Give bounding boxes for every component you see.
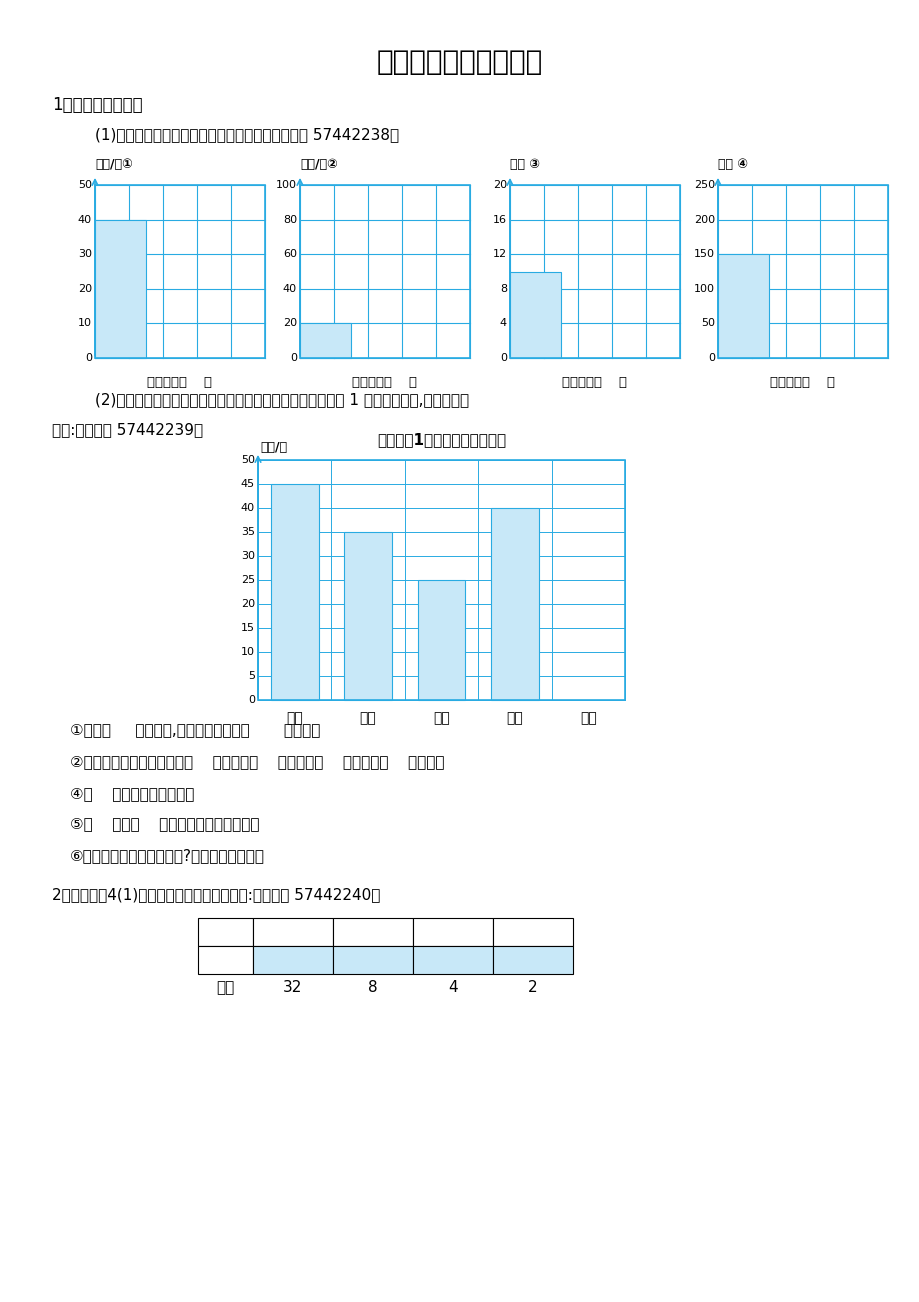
Text: 32: 32 bbox=[283, 980, 302, 996]
Text: 0: 0 bbox=[708, 353, 714, 363]
Text: 16: 16 bbox=[493, 215, 506, 225]
Text: (1)填出下列条形统计图中每格表示多少。（导学号 57442238）: (1)填出下列条形统计图中每格表示多少。（导学号 57442238） bbox=[95, 128, 399, 142]
Text: ⑥你还能提出什么数学问题?提出问题并解答。: ⑥你还能提出什么数学问题?提出问题并解答。 bbox=[70, 849, 265, 863]
Text: 10: 10 bbox=[78, 319, 92, 328]
Text: (2)平平、明明、灵灵、苗苗是一个小组的同学。现在在进行 1 分钟口算比赛,从图上可以: (2)平平、明明、灵灵、苗苗是一个小组的同学。现在在进行 1 分钟口算比赛,从图… bbox=[95, 392, 469, 408]
Bar bbox=[333, 918, 413, 947]
Text: 平平: 平平 bbox=[286, 711, 302, 725]
Text: 学生: 学生 bbox=[579, 711, 596, 725]
Text: 45: 45 bbox=[241, 479, 255, 490]
Text: 质量/吞①: 质量/吞① bbox=[95, 158, 132, 171]
Text: 150: 150 bbox=[693, 249, 714, 259]
Bar bbox=[509, 185, 679, 358]
Text: 10: 10 bbox=[241, 647, 255, 658]
Text: 2．实验小学4(1)班学生视力情况统计如下表:（导学号 57442240）: 2．实验小学4(1)班学生视力情况统计如下表:（导学号 57442240） bbox=[52, 888, 380, 902]
Text: 第七单元测试卷（二）: 第七单元测试卷（二） bbox=[377, 48, 542, 76]
Text: 4: 4 bbox=[448, 980, 458, 996]
Text: 4.2 以下: 4.2 以下 bbox=[509, 953, 556, 967]
Text: 每格表示（    ）: 每格表示（ ） bbox=[770, 375, 834, 388]
Text: 100: 100 bbox=[276, 180, 297, 190]
Text: 1．看图回答问题。: 1．看图回答问题。 bbox=[52, 96, 142, 115]
Bar bbox=[333, 947, 413, 974]
Text: 人数 ③: 人数 ③ bbox=[509, 158, 539, 171]
Text: 8: 8 bbox=[368, 980, 378, 996]
Text: 40: 40 bbox=[282, 284, 297, 294]
Text: 灵灵: 灵灵 bbox=[433, 711, 449, 725]
Bar bbox=[253, 918, 333, 947]
Text: 15: 15 bbox=[241, 622, 255, 633]
Text: 数量/个②: 数量/个② bbox=[300, 158, 337, 171]
Text: 250: 250 bbox=[693, 180, 714, 190]
Text: 5.0 以上: 5.0 以上 bbox=[269, 953, 316, 967]
Text: 5: 5 bbox=[248, 671, 255, 681]
Text: 4.9~4.7: 4.9~4.7 bbox=[342, 953, 403, 967]
Text: 20: 20 bbox=[78, 284, 92, 294]
Text: ⑤（    ）与（    ）的口算速度比较接近。: ⑤（ ）与（ ）的口算速度比较接近。 bbox=[70, 816, 259, 832]
Text: 20: 20 bbox=[282, 319, 297, 328]
Text: 明明: 明明 bbox=[359, 711, 376, 725]
Text: 苗苗: 苗苗 bbox=[506, 711, 523, 725]
Bar bbox=[95, 185, 265, 358]
Text: 20: 20 bbox=[241, 599, 255, 609]
Text: 人数: 人数 bbox=[216, 980, 234, 996]
Text: 200: 200 bbox=[693, 215, 714, 225]
Text: 每格表示（    ）: 每格表示（ ） bbox=[147, 375, 212, 388]
Text: 视力: 视力 bbox=[216, 953, 234, 967]
Bar bbox=[509, 272, 561, 358]
Text: 看出:（导学号 57442239）: 看出:（导学号 57442239） bbox=[52, 423, 203, 437]
Text: 0: 0 bbox=[499, 353, 506, 363]
Text: 数量/道: 数量/道 bbox=[260, 441, 287, 454]
Bar bbox=[257, 460, 624, 700]
Text: 60: 60 bbox=[283, 249, 297, 259]
Bar bbox=[717, 185, 887, 358]
Text: 25: 25 bbox=[241, 575, 255, 585]
Text: 30: 30 bbox=[78, 249, 92, 259]
Text: 30: 30 bbox=[241, 551, 255, 561]
Text: 每格表示（    ）: 每格表示（ ） bbox=[352, 375, 417, 388]
Text: 50: 50 bbox=[241, 454, 255, 465]
Text: 20: 20 bbox=[493, 180, 506, 190]
Bar bbox=[300, 323, 351, 358]
Text: 每格表示（    ）: 每格表示（ ） bbox=[562, 375, 627, 388]
Text: 80: 80 bbox=[282, 215, 297, 225]
Text: 40: 40 bbox=[78, 215, 92, 225]
Bar bbox=[198, 947, 253, 974]
Text: 辆数 ④: 辆数 ④ bbox=[717, 158, 747, 171]
Bar bbox=[717, 254, 768, 358]
Text: 50: 50 bbox=[78, 180, 92, 190]
Text: 4: 4 bbox=[499, 319, 506, 328]
Bar bbox=[491, 508, 539, 700]
Text: 100: 100 bbox=[693, 284, 714, 294]
Text: 8: 8 bbox=[499, 284, 506, 294]
Text: ①这是（     ）统计图,纵轴上每格代表（       ）道题。: ①这是（ ）统计图,纵轴上每格代表（ ）道题。 bbox=[70, 723, 320, 737]
Text: ②他们的成绩分别是答对了（    ）道题、（    ）道题、（    ）道题、（    ）道题。: ②他们的成绩分别是答对了（ ）道题、（ ）道题、（ ）道题、（ ）道题。 bbox=[70, 754, 444, 769]
Text: 2: 2 bbox=[528, 980, 538, 996]
Text: 40: 40 bbox=[241, 503, 255, 513]
Text: 50: 50 bbox=[700, 319, 714, 328]
Bar bbox=[493, 918, 573, 947]
Bar bbox=[253, 947, 333, 974]
Text: 0: 0 bbox=[248, 695, 255, 704]
Text: 四名同学1分钟口算比赛统计图: 四名同学1分钟口算比赛统计图 bbox=[377, 432, 505, 448]
Text: 35: 35 bbox=[241, 527, 255, 536]
Bar bbox=[413, 918, 493, 947]
Bar bbox=[300, 185, 470, 358]
Bar bbox=[270, 484, 318, 700]
Bar bbox=[95, 220, 146, 358]
Bar bbox=[493, 947, 573, 974]
Text: 12: 12 bbox=[493, 249, 506, 259]
Bar bbox=[198, 918, 253, 947]
Bar bbox=[413, 947, 493, 974]
Text: 4.6~4.3: 4.6~4.3 bbox=[422, 953, 483, 967]
Text: 0: 0 bbox=[289, 353, 297, 363]
Bar bbox=[344, 533, 391, 700]
Text: ④（    ）的口算速度最快。: ④（ ）的口算速度最快。 bbox=[70, 786, 194, 802]
Text: 0: 0 bbox=[85, 353, 92, 363]
Bar bbox=[417, 579, 465, 700]
